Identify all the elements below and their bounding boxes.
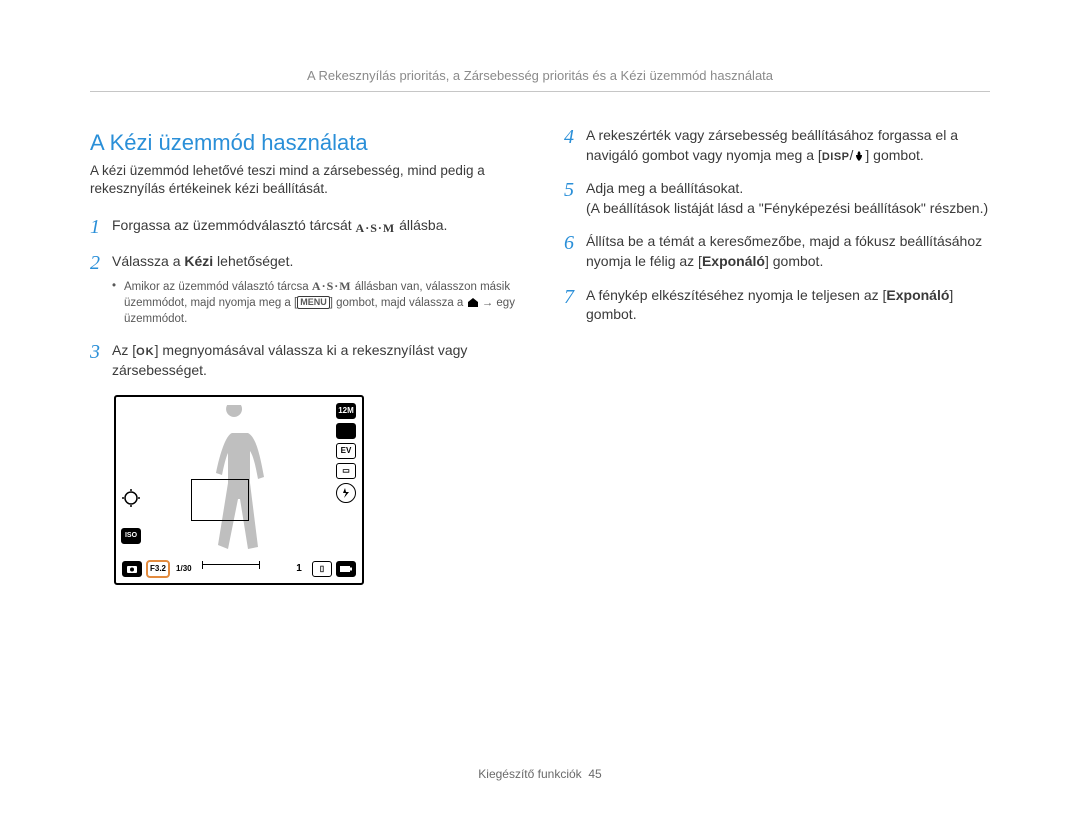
menu-icon: MENU xyxy=(297,296,330,309)
step-text: ] megnyomásával válassza ki a rekesznyíl… xyxy=(112,342,467,378)
step-number: 2 xyxy=(90,252,112,327)
ev-icon: EV xyxy=(336,443,356,459)
focus-frame-icon xyxy=(191,479,249,521)
aperture-value: F3.2 xyxy=(146,560,170,578)
step-text: Állítsa be a témát a keresőmezőbe, majd … xyxy=(586,233,982,269)
lcd-right-icons: 12M EV ▭ xyxy=(336,403,356,503)
running-head: A Rekesznyílás prioritás, a Zársebesség … xyxy=(90,68,990,92)
step-1: 1 Forgassa az üzemmódválasztó tárcsát A·… xyxy=(90,216,516,238)
step-3: 3 Az [OK] megnyomásával válassza ki a re… xyxy=(90,341,516,380)
step-2: 2 Válassza a Kézi lehetőséget. Amikor az… xyxy=(90,252,516,327)
shutter-value: 1/30 xyxy=(174,562,194,576)
stabilizer-icon xyxy=(122,489,140,507)
step-sub-note: Amikor az üzemmód választó tárcsa A·S·M … xyxy=(112,278,516,327)
step-number: 5 xyxy=(564,179,586,218)
step-number: 4 xyxy=(564,126,586,165)
metering-icon: ▭ xyxy=(336,463,356,479)
section-title: A Kézi üzemmód használata xyxy=(90,130,516,156)
exposure-scale-icon xyxy=(202,564,260,573)
step-text: A fénykép elkészítéséhez nyomja le telje… xyxy=(586,287,953,323)
quality-icon xyxy=(336,423,356,439)
step-number: 1 xyxy=(90,216,112,238)
battery-icon xyxy=(336,561,356,577)
lcd-bottom-bar: F3.2 1/30 1 ▯ xyxy=(122,561,356,577)
step-text: állásba. xyxy=(395,217,447,233)
macro-icon xyxy=(853,150,865,162)
step-6: 6 Állítsa be a témát a keresőmezőbe, maj… xyxy=(564,232,990,271)
camera-lcd-figure: 12M EV ▭ ISO xyxy=(114,395,364,585)
home-icon xyxy=(467,297,479,307)
drive-icon: ▯ xyxy=(312,561,332,577)
intro-text: A kézi üzemmód lehetővé teszi mind a zár… xyxy=(90,162,516,198)
right-column: 4 A rekeszérték vagy zársebesség beállít… xyxy=(564,120,990,585)
left-column: A Kézi üzemmód használata A kézi üzemmód… xyxy=(90,120,516,585)
asm-icon: A·S·M xyxy=(356,220,396,237)
step-text: ] gombot. xyxy=(865,147,923,163)
asm-icon: A·S·M xyxy=(312,279,352,293)
step-4: 4 A rekeszérték vagy zársebesség beállít… xyxy=(564,126,990,165)
step-text: Az [ xyxy=(112,342,136,358)
step-number: 7 xyxy=(564,286,586,325)
resolution-icon: 12M xyxy=(336,403,356,419)
step-number: 3 xyxy=(90,341,112,380)
step-number: 6 xyxy=(564,232,586,271)
page-footer: Kiegészítő funkciók 45 xyxy=(0,767,1080,781)
step-note: (A beállítások listáját lásd a "Fényképe… xyxy=(586,200,988,216)
step-text: Forgassa az üzemmódválasztó tárcsát xyxy=(112,217,356,233)
step-text: Adja meg a beállításokat. xyxy=(586,180,743,196)
camera-mode-icon xyxy=(122,561,142,577)
step-7: 7 A fénykép elkészítéséhez nyomja le tel… xyxy=(564,286,990,325)
step-5: 5 Adja meg a beállításokat. (A beállítás… xyxy=(564,179,990,218)
step-text: Válassza a Kézi lehetőséget. xyxy=(112,253,293,269)
flash-icon xyxy=(336,483,356,503)
ok-icon: OK xyxy=(136,345,155,360)
iso-icon: ISO xyxy=(122,527,140,545)
disp-icon: DISP xyxy=(822,151,850,163)
shot-count: 1 xyxy=(290,562,308,576)
